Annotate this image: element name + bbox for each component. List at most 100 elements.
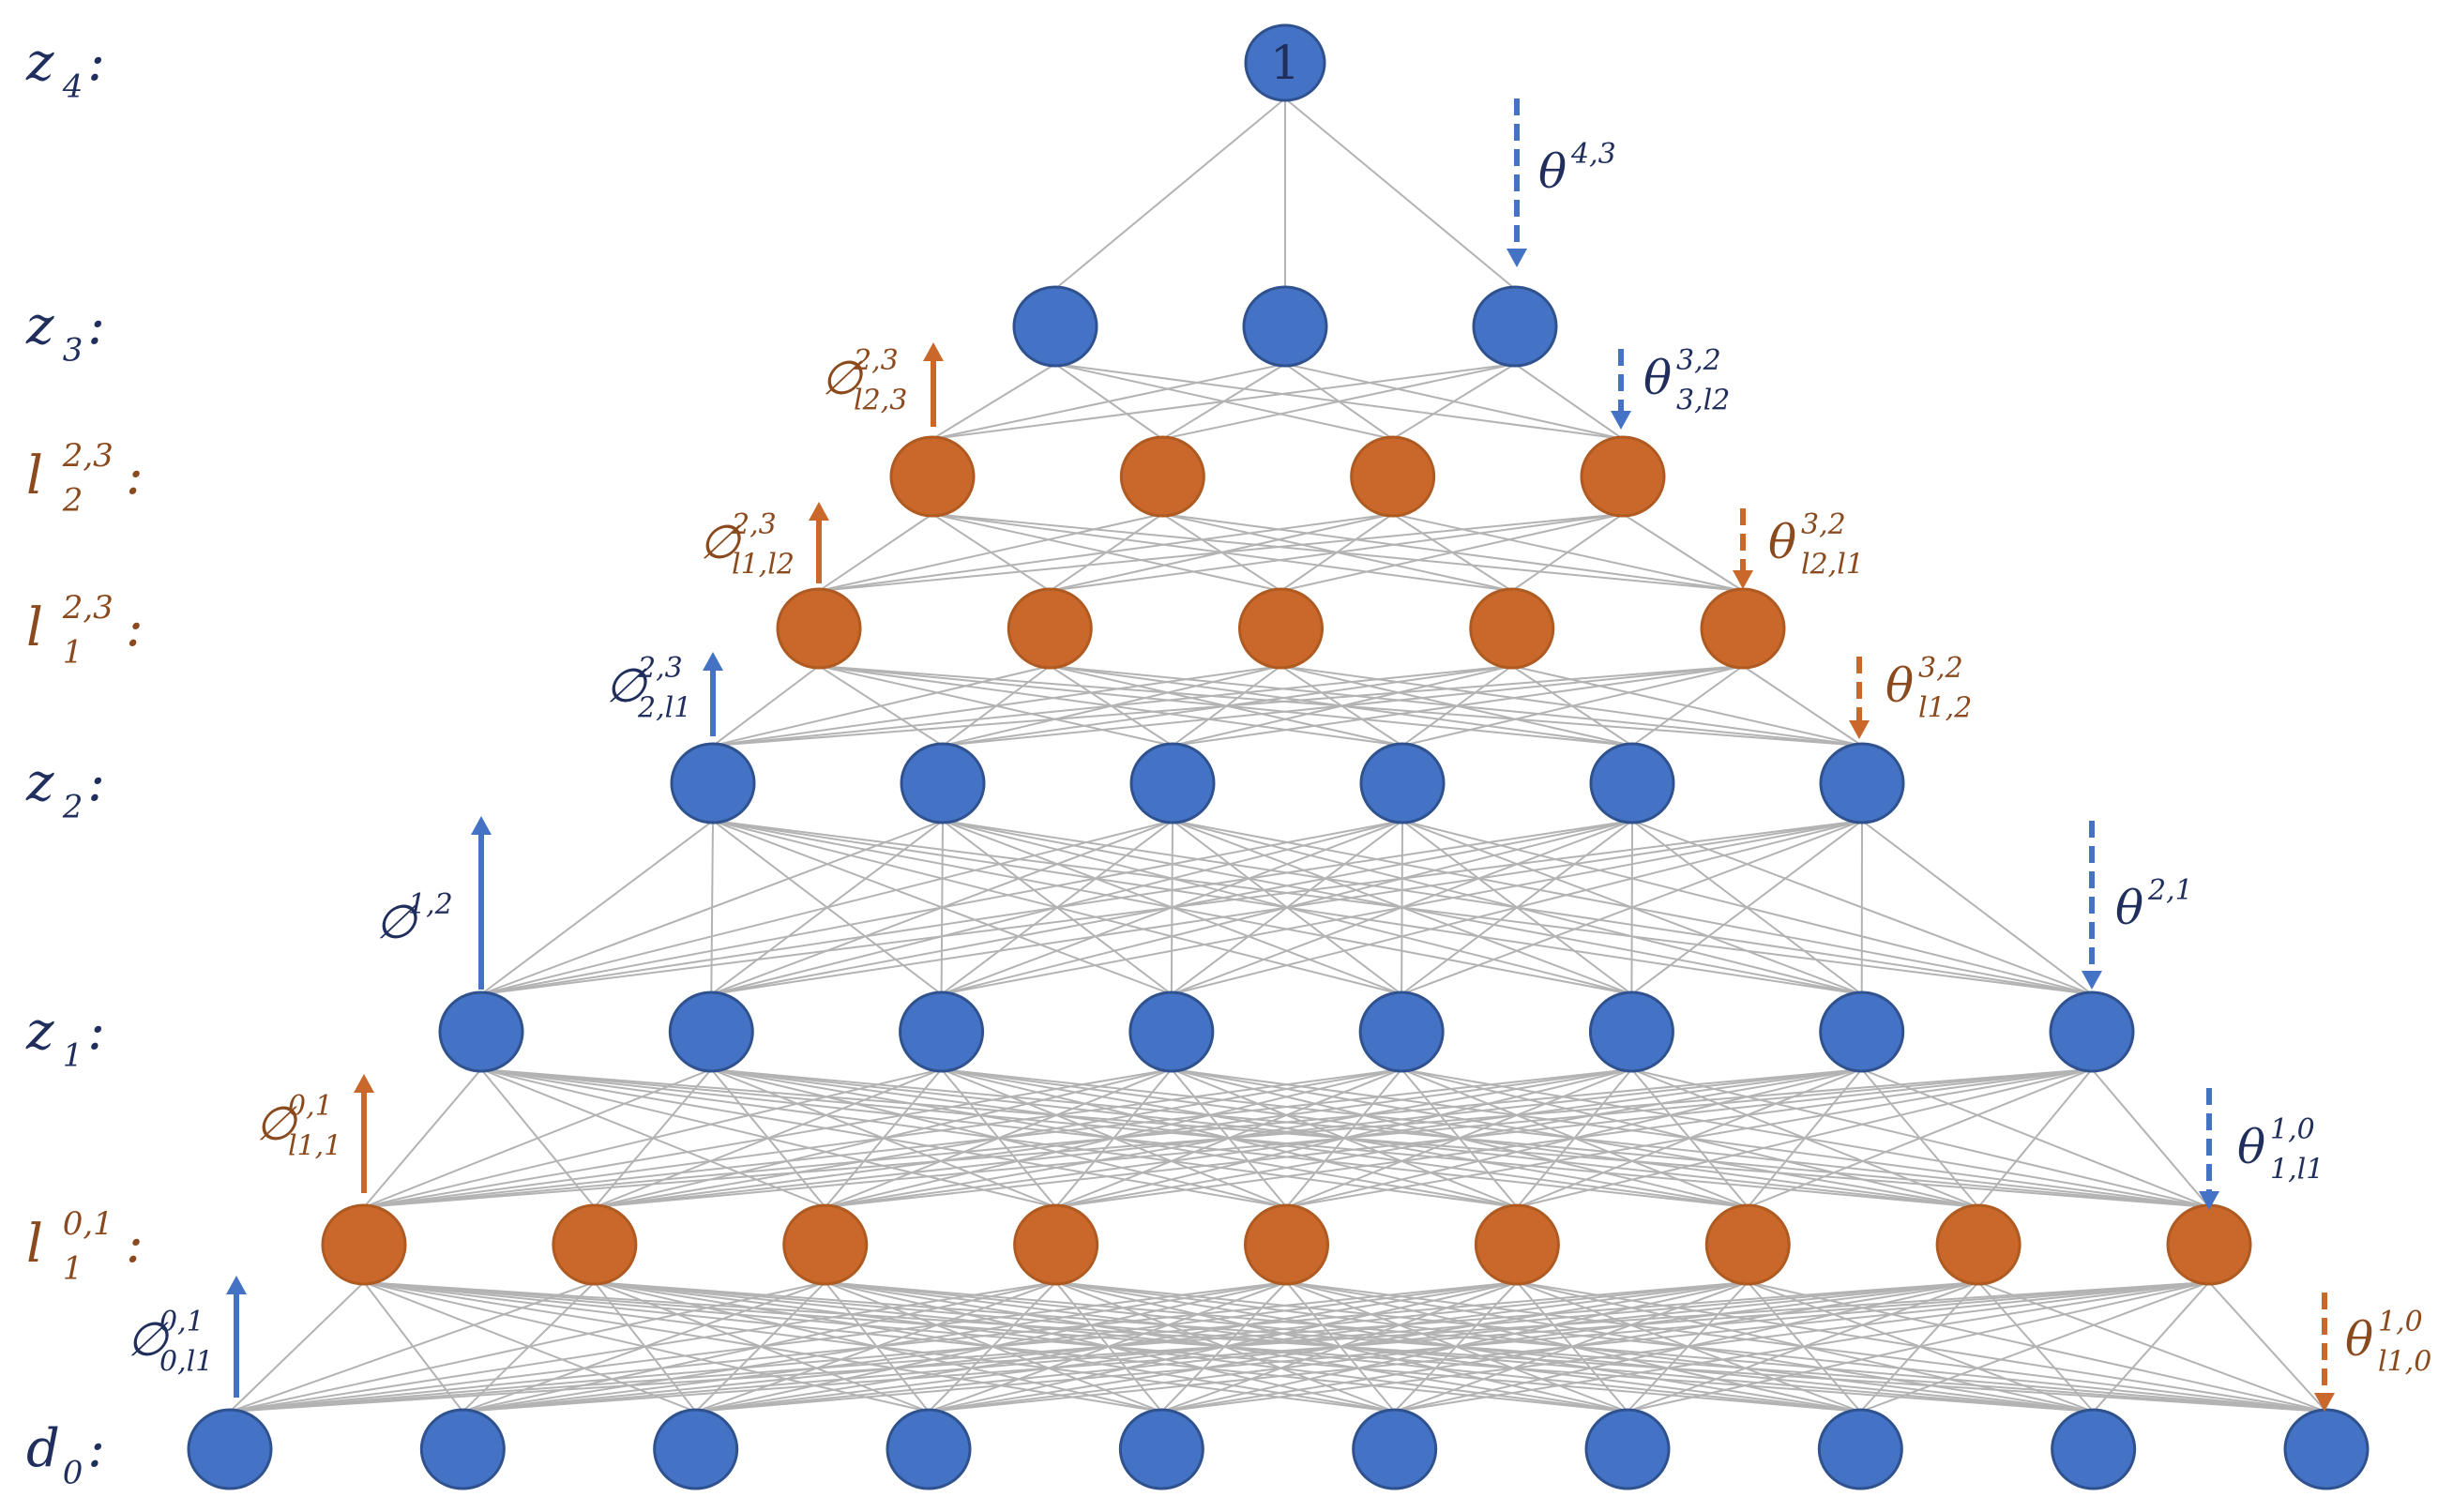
edge-z2-l1_23 (712, 665, 820, 747)
layer-label-z4-colon: : (87, 32, 105, 93)
edge-z3-z4 (1054, 98, 1286, 290)
param-label-theta_2_1-sup: 2,1 (2147, 874, 2193, 907)
param-arrow-head-phi_l2_3 (923, 342, 944, 361)
edge-l1_01-z1 (1861, 1068, 2210, 1208)
param-label-phi_l1_1: ∅0,1 l1,1 (255, 1090, 341, 1163)
param-arrow-theta_2_1 (2082, 821, 2102, 990)
param-arrow-theta_l1_2 (1849, 657, 1870, 739)
param-arrow-theta_1_l1 (2199, 1088, 2219, 1210)
edge-l1_01-z1 (363, 1068, 482, 1208)
param-arrow-head-theta_4_3 (1507, 249, 1527, 267)
edge-d0-l1_01 (1977, 1281, 2327, 1413)
param-label-phi_2_l1: ∅2,3 2,l1 (605, 652, 691, 725)
node-l1_23-3 (1469, 587, 1555, 670)
layer-label-z3-colon: : (87, 295, 105, 356)
param-arrow-theta_4_3 (1507, 98, 1527, 267)
layer-label-l2_23-base: l (26, 446, 43, 507)
layer-label-l1_01-colon: : (126, 1214, 144, 1275)
param-label-phi_l1_1-sup: 0,1 (288, 1090, 333, 1123)
edge-l1_01-z1 (1401, 1068, 2210, 1208)
node-l1_23-1 (1007, 587, 1093, 670)
param-label-phi_1_2: ∅1,2 (375, 888, 453, 949)
param-label-theta_4_3: θ 4,3 (1538, 138, 1616, 199)
param-arrow-head-phi_2_l1 (703, 652, 723, 671)
param-label-theta_l1_0-sub: l1,0 (2378, 1346, 2431, 1379)
param-label-theta_l1_0-base: θ (2345, 1312, 2373, 1367)
edge-l1_23-l2_23 (931, 513, 1281, 592)
param-label-theta_3_l2: θ 3,2 3,l2 (1643, 344, 1730, 417)
edge-l1_23-l2_23 (818, 513, 933, 592)
edge-l1_01-z1 (480, 1068, 1749, 1208)
node-z4-0 (1244, 23, 1326, 102)
edge-d0-l1_01 (363, 1281, 464, 1413)
node-z2-1 (900, 742, 986, 824)
layer-label-l1_23: l 2,3 1: (26, 589, 144, 672)
param-label-theta_l2_l1-base: θ (1768, 515, 1796, 569)
edge-d0-l1_01 (363, 1281, 1395, 1413)
edge-l1_23-l2_23 (931, 513, 1051, 592)
layer-label-z1-sub: 1 (63, 1037, 83, 1075)
edge-l1_01-z1 (480, 1068, 2210, 1208)
node-d0-7 (1817, 1408, 1903, 1490)
layer-label-l1_01-sup: 0,1 (63, 1205, 114, 1243)
edge-l1_23-l2_23 (1162, 513, 1744, 592)
edge-l1_23-l2_23 (931, 513, 1512, 592)
edge-l1_01-z1 (480, 1068, 596, 1208)
edge-l1_01-z1 (2091, 1068, 2210, 1208)
layer-label-z2-sub: 2 (62, 789, 83, 826)
param-label-theta_3_l2-sup: 3,2 (1676, 344, 1721, 377)
edge-z1-z2 (712, 820, 2093, 995)
edge-d0-l1_01 (363, 1281, 930, 1413)
layer-label-z1-colon: : (87, 1001, 105, 1062)
edge-z2-l1_23 (818, 665, 1174, 747)
param-label-theta_3_l2-base: θ (1643, 351, 1672, 405)
edge-d0-l1_01 (363, 1281, 1861, 1413)
node-z3-0 (1012, 285, 1098, 368)
edge-l2_23-z3 (1054, 363, 1624, 440)
param-label-phi_l2_3-sub: l2,3 (854, 385, 907, 417)
layer-labels: d 0:l 0,11:z 1:z 2:l 2,31:l 2,32:z 3:z 4: (25, 32, 144, 1492)
edge-z1-z2 (712, 820, 943, 995)
node-z1-1 (668, 990, 754, 1073)
param-arrow-head-phi_1_2 (471, 816, 492, 835)
param-label-theta_l1_2-sup: 3,2 (1918, 652, 1963, 685)
connection-edges (229, 98, 2327, 1413)
param-arrow-phi_0_l1 (226, 1276, 247, 1398)
param-label-theta_l2_l1-sup: 3,2 (1801, 508, 1846, 541)
param-arrow-head-theta_l1_2 (1849, 720, 1870, 739)
node-d0-6 (1584, 1408, 1671, 1490)
edge-z2-l1_23 (1742, 665, 1863, 747)
param-arrow-theta_3_l2 (1611, 349, 1631, 430)
node-l1_01-0 (321, 1203, 407, 1286)
node-d0-4 (1118, 1408, 1204, 1490)
edge-d0-l1_01 (1517, 1281, 2327, 1413)
param-label-theta_l1_2: θ 3,2 l1,2 (1885, 652, 1972, 725)
param-label-phi_2_l1-base: ∅ (605, 658, 648, 713)
edge-l1_01-z1 (1631, 1068, 2210, 1208)
layer-label-l2_23: l 2,3 2: (26, 437, 144, 520)
edge-z1-z2 (712, 820, 1862, 995)
layer-label-z4-sub: 4 (62, 68, 83, 106)
param-arrow-phi_2_l1 (703, 652, 723, 736)
param-label-theta_1_l1-base: θ (2237, 1120, 2265, 1174)
param-label-theta_l1_0-sup: 1,0 (2378, 1306, 2423, 1338)
edge-d0-l1_01 (363, 1281, 1162, 1413)
param-arrow-phi_l1_1 (354, 1074, 374, 1193)
edge-l2_23-z3 (1284, 363, 1624, 440)
param-arrow-head-phi_0_l1 (226, 1276, 247, 1294)
param-label-theta_1_l1: θ 1,0 1,l1 (2237, 1113, 2324, 1187)
layer-label-l1_01: l 0,1 1: (26, 1205, 144, 1288)
edge-l1_23-l2_23 (931, 513, 1744, 592)
layer-label-l1_01-sub: 1 (63, 1250, 83, 1288)
node-d0-3 (886, 1408, 972, 1490)
layer-label-z2-colon: : (87, 752, 105, 813)
node-l1_01-6 (1704, 1203, 1791, 1286)
node-z1-5 (1588, 990, 1674, 1073)
node-z3-1 (1242, 285, 1328, 368)
node-l1_01-5 (1474, 1203, 1560, 1286)
layer-label-l2_23-sup: 2,3 (62, 437, 114, 475)
edge-l1_01-z1 (480, 1068, 1518, 1208)
